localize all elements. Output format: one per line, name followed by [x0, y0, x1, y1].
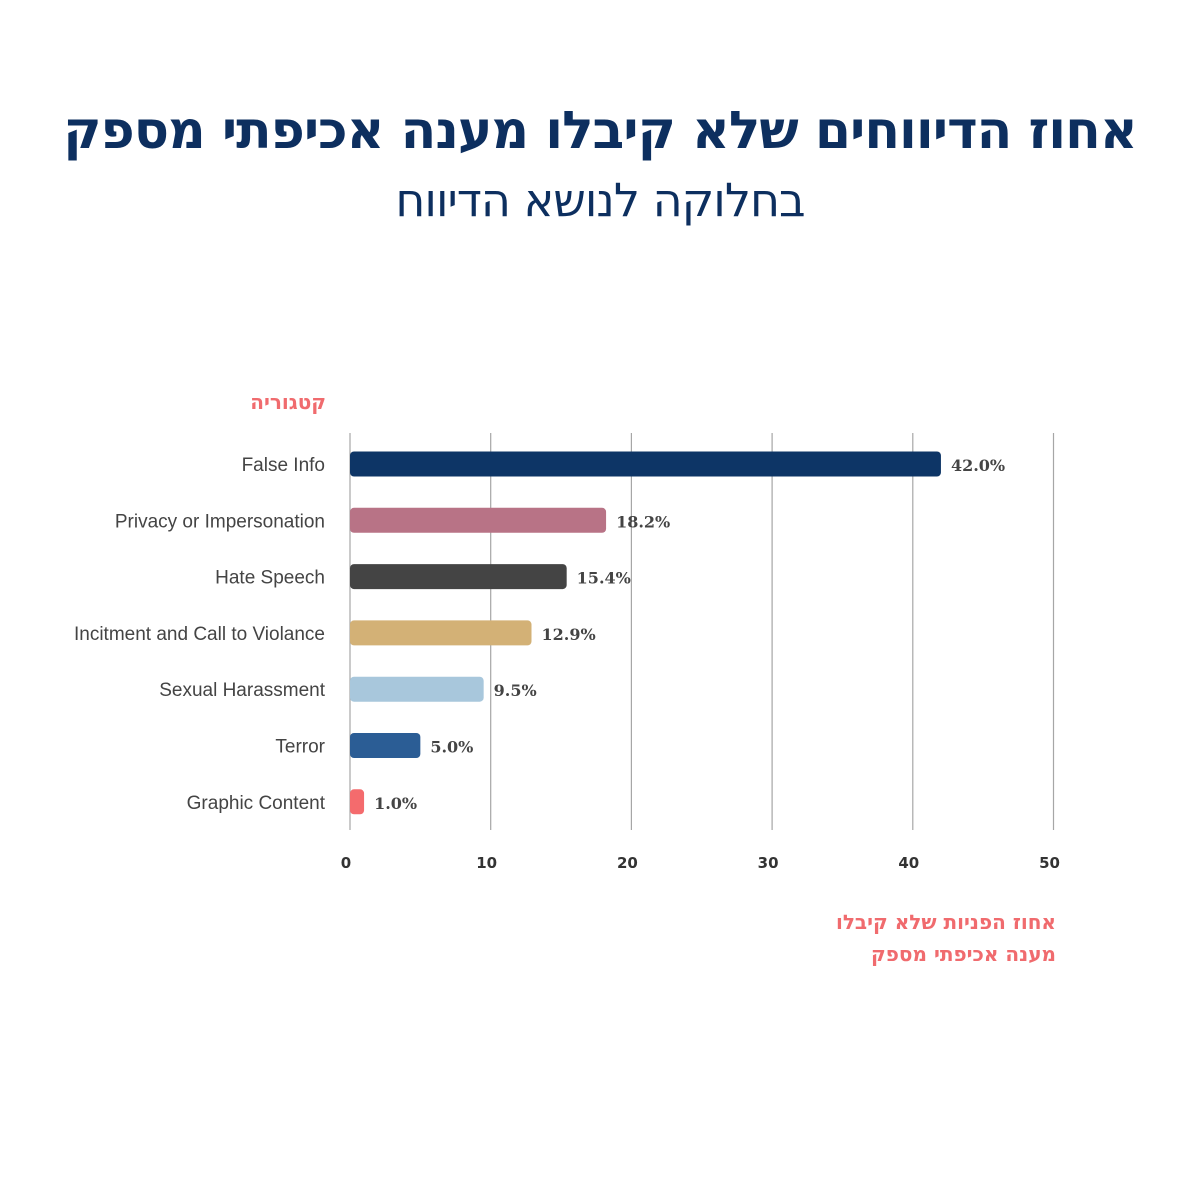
bar-5 [350, 733, 421, 758]
x-tick-50: 50 [1039, 854, 1060, 872]
value-label: 18.2% [616, 512, 670, 531]
value-label: 12.9% [542, 625, 596, 644]
category-label: Sexual Harassment [159, 680, 326, 701]
bar-6 [350, 789, 365, 815]
value-label: 5.0% [430, 738, 473, 757]
category-label: Terror [275, 737, 325, 758]
x-tick-10: 10 [476, 854, 497, 872]
x-tick-20: 20 [617, 854, 638, 872]
category-label: Privacy or Impersonation [115, 511, 325, 532]
value-label: 9.5% [494, 681, 537, 700]
x-axis-title-line1: אחוז הפניות שלא קיבלו [835, 910, 1056, 934]
x-tick-labels: 0 10 20 30 40 50 [341, 854, 1060, 872]
bar-0 [350, 451, 941, 477]
bar-1 [350, 507, 607, 533]
category-labels: False Info Privacy or Impersonation Hate S… [74, 455, 326, 814]
x-tick-30: 30 [758, 854, 779, 872]
x-tick-0: 0 [341, 854, 351, 872]
category-label: Graphic Content [187, 793, 326, 814]
bars [350, 451, 941, 815]
value-labels: 42.0% 18.2% 15.4% 12.9% 9.5% 5.0% 1.0% [374, 456, 1005, 813]
y-axis-title: קטגוריה [250, 390, 326, 414]
value-label: 15.4% [577, 569, 631, 588]
x-axis-title: אחוז הפניות שלא קיבלו מענה אכיפתי מספק [760, 906, 1056, 970]
bar-3 [350, 620, 532, 646]
chart-subtitle: בחלוקה לנושא הדיווח [395, 173, 805, 227]
value-label: 42.0% [951, 456, 1005, 475]
gridlines [349, 433, 1055, 830]
category-label: False Info [242, 455, 325, 476]
category-label: Hate Speech [215, 568, 325, 589]
x-axis-title-line2: מענה אכיפתי מספק [871, 942, 1056, 966]
chart-title: אחוז הדיווחים שלא קיבלו מענה אכיפתי מספק [63, 101, 1137, 161]
category-label: Incitment and Call to Violance [74, 624, 325, 645]
x-tick-40: 40 [898, 854, 919, 872]
value-label: 1.0% [374, 794, 417, 813]
bar-4 [350, 676, 484, 702]
bar-2 [350, 564, 567, 590]
